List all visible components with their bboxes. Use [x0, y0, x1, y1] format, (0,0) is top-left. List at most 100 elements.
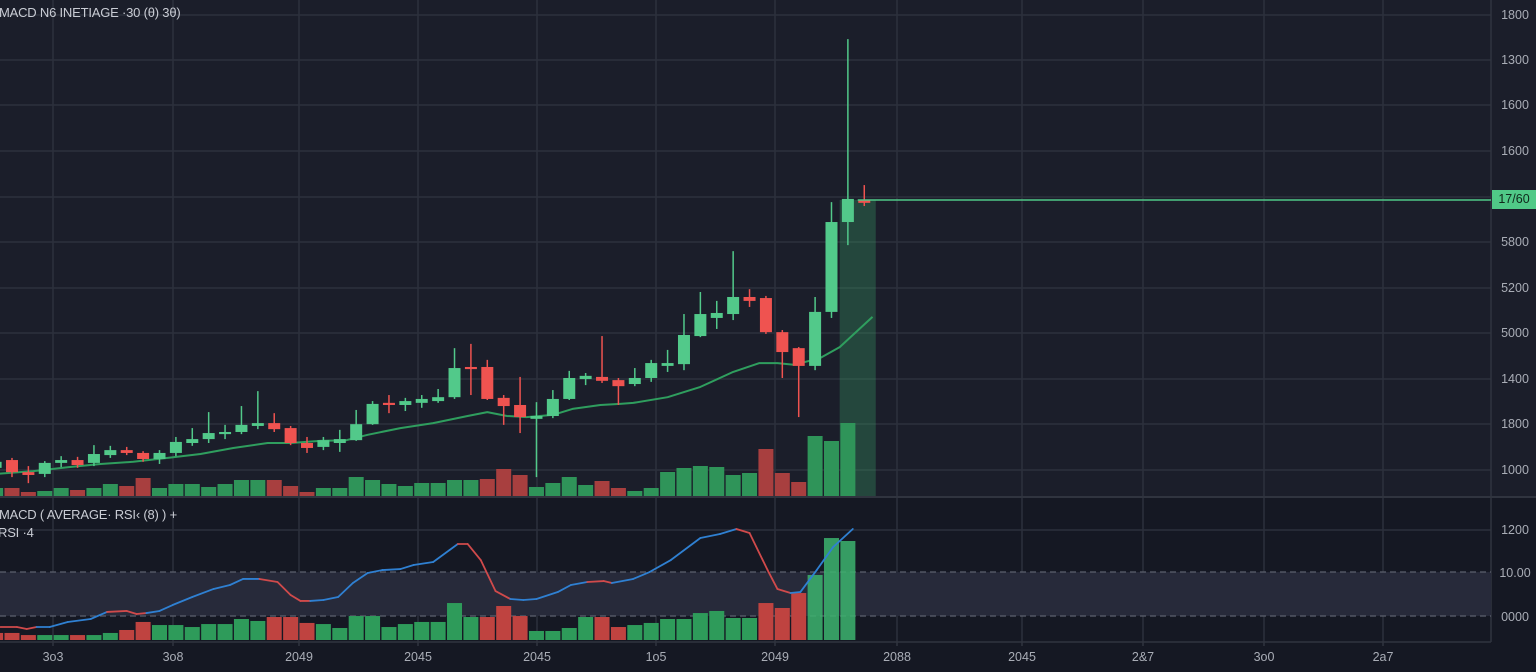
candle — [284, 425, 297, 446]
oscillator-segment — [352, 572, 369, 584]
volume-bar — [660, 472, 676, 496]
candle-body — [694, 314, 707, 337]
histogram-bar — [807, 574, 823, 640]
histogram-bar — [233, 618, 249, 640]
oscillator-segment — [366, 569, 384, 574]
candle-body — [104, 450, 117, 456]
candle-body — [251, 423, 264, 426]
histogram-bar — [0, 632, 4, 640]
histogram-bar — [594, 617, 610, 640]
volume-bar — [692, 466, 708, 496]
candle — [382, 395, 395, 414]
histogram-bar — [332, 628, 348, 640]
histogram-bar — [217, 624, 233, 640]
time-axis-label: 2049 — [285, 650, 313, 664]
candle — [104, 445, 117, 458]
time-axis-label: 1o5 — [645, 650, 667, 664]
candle — [596, 336, 609, 383]
oscillator-segment — [191, 588, 215, 598]
candle-body — [0, 461, 2, 468]
histogram-bar — [86, 635, 102, 640]
candle-body — [464, 366, 477, 370]
volume-bar — [709, 467, 725, 496]
volume-bar — [528, 487, 544, 496]
volume-bar — [135, 478, 151, 496]
oscillator-segment — [412, 561, 435, 566]
candle-body — [563, 377, 576, 399]
time-axis-label: 3o0 — [1253, 650, 1275, 664]
candle-body — [809, 311, 822, 366]
candle — [333, 429, 346, 452]
candle-body — [776, 332, 789, 353]
candle-body — [415, 398, 428, 403]
oscillator-band — [0, 572, 1491, 617]
oscillator-segment — [158, 604, 174, 612]
histogram-bar — [430, 621, 446, 640]
histogram-bar — [135, 621, 151, 640]
moving-average-line — [0, 316, 874, 475]
candle-body — [858, 199, 871, 203]
oscillator-segment — [602, 580, 613, 584]
time-axis-label: 3o8 — [162, 650, 184, 664]
histogram-bar — [266, 617, 282, 640]
time-axis-label: 2045 — [523, 650, 551, 664]
histogram-bar — [840, 541, 856, 640]
histogram-bar — [365, 616, 381, 640]
histogram-bar — [184, 627, 200, 640]
volume-bar — [512, 475, 528, 496]
price-axis-label: 1800 — [1501, 8, 1529, 22]
histogram-bar — [479, 617, 495, 640]
oscillator-segment — [48, 621, 69, 628]
volume-bar — [840, 423, 856, 496]
candle — [120, 446, 133, 456]
candle-body — [710, 312, 723, 318]
oscillator-segment — [556, 584, 572, 593]
candle — [399, 397, 412, 412]
time-axis-label: 2088 — [883, 650, 911, 664]
histogram-bar — [70, 635, 86, 640]
candle — [350, 409, 363, 441]
candle — [645, 359, 658, 382]
candle — [825, 202, 838, 318]
histogram-bar — [463, 617, 479, 640]
oscillator-segment — [289, 594, 302, 602]
candle — [219, 424, 232, 440]
candle-body — [350, 424, 363, 441]
candle — [186, 428, 199, 446]
candle-body — [186, 439, 199, 443]
candle-body — [661, 363, 674, 366]
candle-body — [219, 431, 232, 435]
candle — [415, 395, 428, 408]
candle — [87, 445, 100, 467]
histogram-bar — [152, 625, 167, 640]
volume-bar — [627, 491, 643, 496]
oscillator-segment — [466, 543, 482, 561]
candle — [432, 388, 445, 403]
histogram-bar — [168, 625, 184, 640]
volume-bar — [545, 483, 561, 496]
oscillator-segment — [610, 578, 635, 584]
candle — [464, 343, 477, 396]
histogram-bar — [627, 625, 643, 640]
candle — [661, 349, 674, 372]
histogram-bar — [774, 607, 790, 640]
volume-bar — [53, 488, 69, 496]
histogram-bar — [512, 616, 528, 640]
price-axis-label: 1300 — [1501, 53, 1529, 67]
volume-bar — [201, 487, 217, 496]
price-axis-label: 5000 — [1501, 326, 1529, 340]
volume-bar — [594, 481, 610, 496]
candle — [710, 300, 723, 329]
oscillator-segment — [25, 626, 38, 630]
volume-bar — [774, 473, 790, 496]
candle — [301, 436, 314, 453]
volume-bar — [414, 483, 430, 496]
oscillator-segment — [145, 610, 161, 614]
oscillator-segment — [699, 533, 721, 539]
histogram-bar — [545, 630, 561, 640]
candle — [448, 348, 461, 399]
candle-body — [153, 452, 166, 459]
oscillator-segment — [669, 537, 702, 561]
candle-body — [727, 296, 740, 315]
